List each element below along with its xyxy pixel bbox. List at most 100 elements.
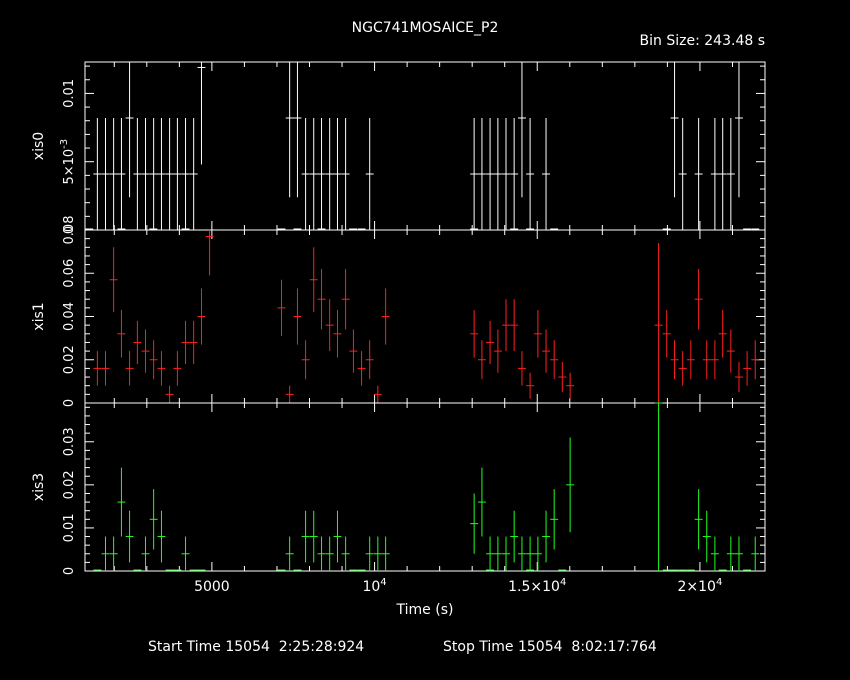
data-point <box>477 467 486 537</box>
data-point <box>470 310 479 358</box>
data-point <box>341 118 350 230</box>
x-axis: 5000 104 1.5×104 2×104 <box>194 577 722 595</box>
data-point <box>751 340 760 380</box>
y-tick-label: 5×10-3 <box>59 139 77 185</box>
data-point <box>189 320 198 365</box>
data-point <box>293 288 302 345</box>
panel-frame <box>84 61 766 231</box>
data-point <box>694 268 703 330</box>
y-tick-label: 0.02 <box>62 345 77 374</box>
data-point <box>141 536 150 571</box>
data-point <box>181 536 190 571</box>
data-point <box>197 288 206 345</box>
data-point <box>510 299 519 352</box>
data-point <box>301 118 310 230</box>
data-point <box>349 329 358 373</box>
data-point <box>109 247 118 313</box>
y-tick-label: 0 <box>62 399 77 407</box>
data-point <box>157 510 166 563</box>
start-time-label: Start Time 15054 2:25:28:924 <box>148 639 364 655</box>
data-point <box>149 489 158 550</box>
data-point <box>141 329 150 373</box>
data-point <box>381 536 390 571</box>
data-point <box>157 351 166 386</box>
data-point <box>173 351 182 386</box>
data-point <box>173 118 182 230</box>
data-point <box>718 118 727 230</box>
data-point <box>317 268 326 330</box>
data-point <box>341 268 350 330</box>
data-point <box>117 310 126 358</box>
panel-frame <box>84 229 766 404</box>
data-point <box>317 536 326 571</box>
data-point <box>726 329 735 373</box>
y-tick-label: 0 <box>62 567 77 575</box>
y-axis-label: xis0 <box>31 132 47 160</box>
x-axis-label: Time (s) <box>396 602 454 618</box>
data-point <box>735 62 743 198</box>
data-point <box>726 536 735 571</box>
data-point <box>293 62 302 198</box>
data-point <box>670 340 679 380</box>
data-point <box>517 62 526 198</box>
data-point <box>486 536 495 571</box>
y-tick-label: 0.06 <box>62 259 77 288</box>
data-point <box>125 351 134 386</box>
data-point <box>654 402 663 571</box>
y-tick-label: 0 <box>62 226 77 234</box>
data-point <box>735 536 743 571</box>
data-point <box>181 320 190 365</box>
data-point <box>333 510 342 563</box>
data-point <box>325 118 334 230</box>
data-point <box>533 310 542 358</box>
data-point <box>133 320 142 365</box>
data-point <box>309 247 318 313</box>
data-point <box>365 340 374 380</box>
y-tick-label: 0.03 <box>62 427 77 456</box>
y-tick-label: 0.01 <box>62 79 77 108</box>
data-point <box>678 351 687 386</box>
data-point <box>743 351 752 386</box>
data-point <box>301 510 310 563</box>
data-point <box>277 279 286 336</box>
data-point <box>510 510 519 563</box>
data-point <box>751 536 760 571</box>
data-point <box>710 340 719 380</box>
chart-title: NGC741MOSAICE_P2 <box>352 20 499 36</box>
data-point <box>470 493 479 554</box>
panel-xis1: 0 0.02 0.04 0.06 0.08 xis1 <box>31 216 766 407</box>
data-point <box>517 536 526 571</box>
data-point <box>333 310 342 358</box>
panel-xis0: 0 5×10-3 0.01 xis0 <box>31 61 766 234</box>
data-point <box>678 118 687 230</box>
data-point <box>149 340 158 380</box>
data-point <box>542 329 550 373</box>
data-point <box>117 467 126 537</box>
y-tick-label: 0.01 <box>62 513 77 542</box>
data-point <box>333 118 342 230</box>
data-point <box>477 118 486 230</box>
data-point <box>670 62 679 198</box>
y-axis-label: xis3 <box>31 473 47 501</box>
data-point <box>149 118 158 230</box>
data-point <box>702 510 711 563</box>
data-point <box>197 62 206 165</box>
data-point <box>517 351 526 386</box>
y-axis-label: xis1 <box>31 302 47 330</box>
data-point <box>493 536 502 571</box>
data-point <box>381 288 390 345</box>
data-point <box>357 351 366 386</box>
data-point <box>550 489 559 550</box>
data-point <box>189 118 198 230</box>
data-point <box>317 118 326 230</box>
data-point <box>165 385 174 403</box>
data-point <box>93 351 102 386</box>
data-point <box>301 340 310 380</box>
data-point <box>285 385 294 403</box>
data-point <box>141 118 150 230</box>
data-point <box>526 372 535 399</box>
data-point <box>309 510 318 563</box>
data-point <box>526 118 535 230</box>
data-point <box>526 536 535 571</box>
